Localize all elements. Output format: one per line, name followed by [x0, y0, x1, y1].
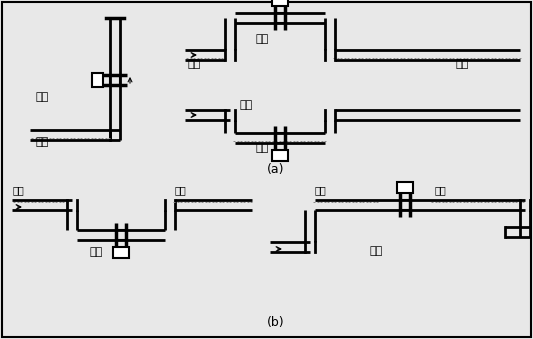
- Text: 错误: 错误: [240, 100, 253, 110]
- Text: 气泡: 气泡: [13, 185, 25, 195]
- Bar: [272, 150, 288, 161]
- Text: 液体: 液体: [187, 59, 200, 69]
- Text: 液体: 液体: [255, 143, 268, 153]
- Text: 气泡: 气泡: [175, 185, 187, 195]
- Text: (a): (a): [267, 163, 285, 176]
- Bar: [272, 0, 288, 6]
- Text: 错误: 错误: [370, 246, 383, 256]
- Text: 气泡: 气泡: [435, 185, 447, 195]
- Bar: [92, 73, 103, 87]
- Text: 正确: 正确: [90, 247, 103, 257]
- Text: 气泡: 气泡: [315, 185, 327, 195]
- Bar: [397, 182, 413, 193]
- Bar: [113, 247, 129, 258]
- Text: (b): (b): [267, 316, 285, 329]
- Text: 正确: 正确: [255, 34, 268, 44]
- Text: 液体: 液体: [35, 137, 49, 147]
- Text: 液体: 液体: [455, 59, 469, 69]
- Text: 正确: 正确: [35, 92, 49, 102]
